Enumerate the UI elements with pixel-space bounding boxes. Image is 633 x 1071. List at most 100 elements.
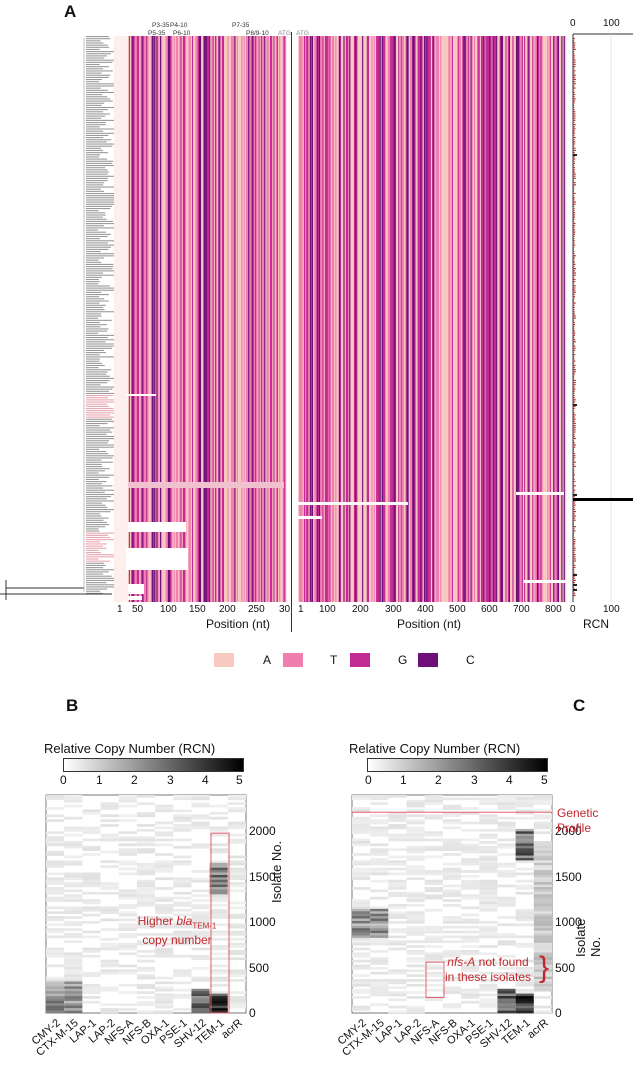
heatmap-cell (515, 981, 534, 985)
heatmap-cell (209, 896, 228, 900)
rcn-bar (573, 102, 575, 104)
heatmap-cell (118, 942, 137, 946)
heatmap-cell (118, 928, 137, 931)
alignment-column (242, 36, 244, 602)
heatmap-cell (209, 848, 228, 852)
tree-leaf-label (86, 113, 111, 115)
heatmap-cell (497, 1008, 516, 1011)
heatmap-cell (424, 940, 443, 944)
alignment-column (194, 36, 196, 602)
heatmap-cell (209, 993, 228, 997)
heatmap-cell (352, 867, 371, 871)
heatmap-cell (352, 991, 371, 994)
rcn-bar (573, 182, 576, 184)
rcn-bar (573, 246, 575, 248)
heatmap-cell (64, 954, 83, 958)
rcn-bar (573, 293, 575, 296)
tree-leaf-label (86, 509, 118, 511)
tree-leaf-label (86, 380, 110, 382)
alignment-column (472, 36, 475, 602)
heatmap-cell (155, 950, 174, 953)
heatmap-cell (136, 870, 156, 873)
tree-leaf-label (86, 382, 108, 384)
heatmap-cell (352, 843, 371, 847)
heatmap-cell (209, 947, 228, 951)
heatmap-cell (100, 971, 119, 975)
heatmap-cell (352, 828, 371, 832)
heatmap-cell (173, 933, 192, 936)
heatmap-cell (370, 860, 389, 864)
heatmap-cell (442, 954, 462, 958)
alignment-column (345, 36, 348, 602)
heatmap-cell (173, 930, 192, 934)
alignment-column (253, 36, 256, 602)
heatmap-cell (461, 906, 480, 910)
heatmap-cell (209, 828, 228, 832)
rcn-bar (573, 167, 575, 169)
alignment-column (508, 36, 511, 602)
heatmap-cell (406, 865, 425, 868)
heatmap-cell (100, 911, 119, 914)
alignment-column (143, 36, 146, 602)
heatmap-cell (209, 1010, 228, 1014)
heatmap-cell (136, 896, 156, 900)
rcn-bar (573, 231, 576, 233)
rcn-bar (573, 409, 575, 412)
tree-leaf-label (86, 564, 106, 566)
tree-leaf-label (86, 425, 100, 427)
heatmap-cell (370, 928, 389, 931)
rcn-bar (573, 332, 576, 334)
legend-label-a: A (263, 653, 272, 667)
heatmap-cell (424, 795, 443, 798)
alignment-column (258, 36, 260, 602)
heatmap-cell (370, 942, 389, 946)
heatmap-cell (497, 802, 516, 805)
alignment-column (547, 36, 549, 602)
heatmap-cell (46, 865, 65, 868)
heatmap-cell (533, 945, 552, 948)
alignment-column (513, 36, 515, 602)
heatmap-cell (442, 899, 462, 902)
alignment-column (385, 36, 387, 602)
heatmap-cell (424, 979, 443, 982)
colorbar-c (367, 758, 548, 772)
heatmap-cell (352, 874, 371, 878)
y-tick: 1500 (249, 869, 276, 884)
heatmap-cell (515, 816, 534, 820)
y-tick: 0 (249, 1006, 256, 1020)
heatmap-cell (533, 870, 552, 873)
tree-leaf-label (86, 584, 119, 586)
alignment-column (266, 36, 268, 602)
alignment-column (355, 36, 357, 602)
tree-leaf-label (86, 253, 116, 255)
heatmap-cell (82, 996, 101, 999)
rcn-bar (573, 345, 576, 347)
x-tick: 30 (279, 604, 291, 615)
tree-leaf-label (86, 470, 105, 472)
heatmap-cell (388, 916, 407, 919)
heatmap-cell (155, 937, 174, 941)
y-tick: 1500 (555, 869, 582, 884)
rcn-bar (573, 285, 576, 287)
rcn-bar (573, 326, 575, 328)
alignment-column (383, 36, 385, 602)
heatmap-cell (461, 988, 480, 992)
heatmap-cell (388, 947, 407, 951)
heatmap-cell (191, 979, 210, 982)
heatmap-cell (515, 1008, 534, 1011)
heatmap-cell (406, 891, 425, 895)
heatmap-cell (64, 845, 83, 849)
heatmap-cell (136, 901, 156, 905)
rcn-bar (573, 339, 576, 341)
heatmap-cell (155, 821, 174, 825)
heatmap-cell (515, 797, 534, 801)
heatmap-cell (406, 826, 425, 830)
rcn-bar (573, 63, 576, 65)
alignment-column (138, 36, 140, 602)
heatmap-cell (479, 928, 498, 931)
rcn-bar (573, 526, 576, 528)
heatmap-cell (118, 913, 137, 917)
rcn-bar (573, 431, 576, 433)
heatmap-cell (209, 957, 228, 961)
heatmap-cell (461, 920, 480, 924)
